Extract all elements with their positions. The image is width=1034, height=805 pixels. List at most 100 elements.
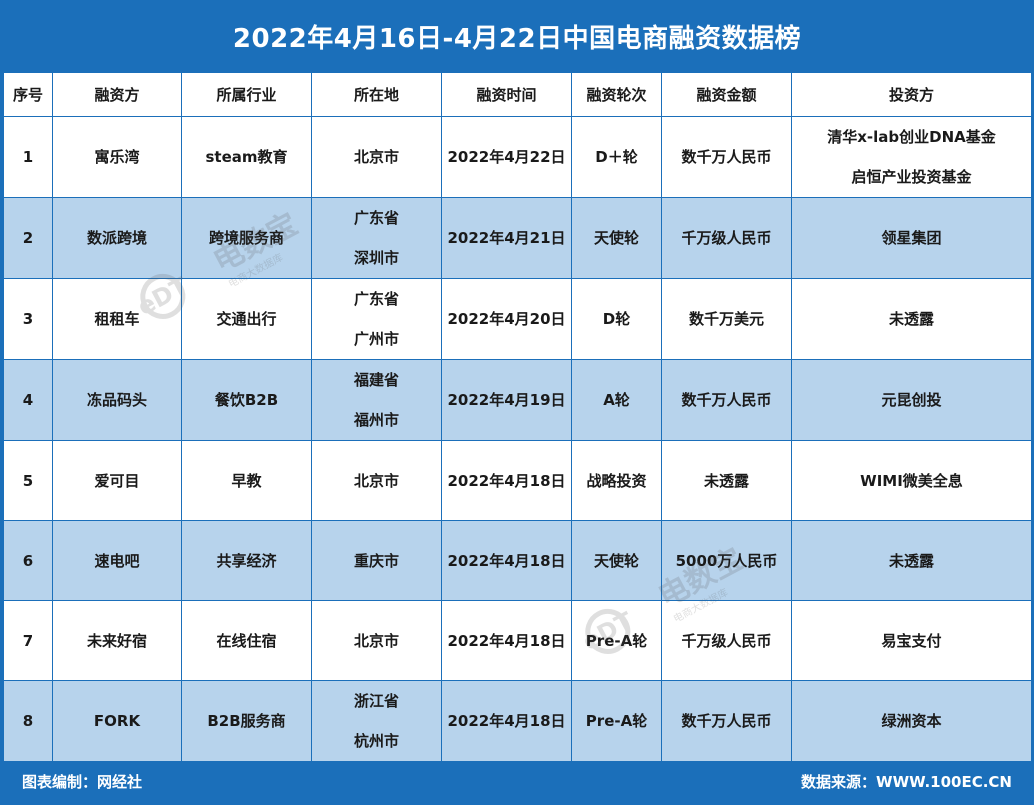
- location-line: 杭州市: [353, 732, 399, 750]
- footer-credit: 图表编制：网经社: [22, 773, 143, 791]
- amount-cell: 千万级人民币: [661, 600, 792, 681]
- row-number: 7: [3, 600, 53, 681]
- company-cell: 寓乐湾: [52, 116, 182, 198]
- round-cell: Pre-A轮: [571, 680, 662, 762]
- industry-cell: 共享经济: [181, 520, 312, 601]
- company-cell: 冻品码头: [52, 359, 182, 441]
- investors-cell: 元昆创投: [791, 359, 1032, 441]
- round-cell: D轮: [571, 278, 662, 360]
- header-cell: 融资金额: [661, 72, 792, 117]
- amount-cell: 数千万人民币: [661, 359, 792, 441]
- header-cell: 融资轮次: [571, 72, 662, 117]
- location-line: 广东省: [353, 290, 399, 308]
- location-line: 广东省: [353, 209, 399, 227]
- header-cell: 投资方: [791, 72, 1032, 117]
- location-cell: 浙江省 杭州市: [311, 680, 442, 762]
- row-number: 2: [3, 197, 53, 279]
- company-cell: 爱可目: [52, 440, 182, 521]
- amount-cell: 5000万人民币: [661, 520, 792, 601]
- table-row: 2 数派跨境 跨境服务商 广东省深圳市 2022年4月21日 天使轮 千万级人民…: [3, 197, 1032, 279]
- industry-cell: 早教: [181, 440, 312, 521]
- date-cell: 2022年4月22日: [441, 116, 572, 198]
- investors-cell: 易宝支付: [791, 600, 1032, 681]
- table-row: 5 爱可目 早教 北京市 2022年4月18日 战略投资 未透露 WIMI微美全…: [3, 440, 1032, 521]
- header-cell: 所属行业: [181, 72, 312, 117]
- amount-cell: 数千万美元: [661, 278, 792, 360]
- amount-cell: 数千万人民币: [661, 680, 792, 762]
- investor-line: 启恒产业投资基金: [851, 168, 972, 186]
- location-cell: 福建省 福州市: [311, 359, 442, 441]
- date-cell: 2022年4月20日: [441, 278, 572, 360]
- investors-cell: WIMI微美全息: [791, 440, 1032, 521]
- footer-source: 数据来源：WWW.100EC.CN: [801, 773, 1012, 791]
- header-cell: 融资时间: [441, 72, 572, 117]
- investors-cell: 清华x-lab创业DNA基金 启恒产业投资基金: [791, 116, 1032, 198]
- round-cell: D＋轮: [571, 116, 662, 198]
- location-line: 北京市: [353, 148, 399, 166]
- location-line: 福州市: [353, 411, 399, 429]
- location-cell: 广东省 深圳市: [311, 197, 442, 279]
- investors-cell: 领星集团: [791, 197, 1032, 279]
- location-cell: 北京市: [311, 116, 442, 198]
- date-cell: 2022年4月18日: [441, 440, 572, 521]
- table-row: 3 租租车 交通出行 广东省广州市 2022年4月20日 D轮 数千万美元 未透…: [3, 278, 1032, 360]
- company-cell: 速电吧: [52, 520, 182, 601]
- location-line: 福建省: [353, 371, 399, 389]
- row-number: 8: [3, 680, 53, 762]
- location-line: 北京市: [353, 631, 399, 650]
- row-number: 4: [3, 359, 53, 441]
- industry-cell: steam教育: [181, 116, 312, 198]
- financing-table: 序号 融资方 所属行业 所在地 融资时间 融资轮次 融资金额 投资方 1 寓乐湾…: [3, 72, 1032, 762]
- header-cell: 所在地: [311, 72, 442, 117]
- amount-cell: 未透露: [661, 440, 792, 521]
- table-row: 7 未来好宿 在线住宿 北京市 2022年4月18日 Pre-A轮 千万级人民币…: [3, 600, 1032, 681]
- round-cell: 天使轮: [571, 520, 662, 601]
- header-cell: 序号: [3, 72, 53, 117]
- company-cell: 数派跨境: [52, 197, 182, 279]
- round-cell: 战略投资: [571, 440, 662, 521]
- location-line: 广州市: [353, 330, 399, 348]
- header-row: 序号 融资方 所属行业 所在地 融资时间 融资轮次 融资金额 投资方: [3, 72, 1032, 117]
- location-line: 浙江省: [353, 692, 399, 710]
- location-cell: 北京市: [311, 600, 442, 681]
- table-row: 6 速电吧 共享经济 重庆市 2022年4月18日 天使轮 5000万人民币 未…: [3, 520, 1032, 601]
- date-cell: 2022年4月19日: [441, 359, 572, 441]
- location-cell: 广东省 广州市: [311, 278, 442, 360]
- location-cell: 北京市: [311, 440, 442, 521]
- row-number: 3: [3, 278, 53, 360]
- location-line: 北京市: [353, 471, 399, 490]
- company-cell: 租租车: [52, 278, 182, 360]
- page-title: 2022年4月16日-4月22日中国电商融资数据榜: [232, 23, 802, 54]
- header-cell: 融资方: [52, 72, 182, 117]
- row-number: 1: [3, 116, 53, 198]
- investors-cell: 未透露: [791, 520, 1032, 601]
- table-row: 1 寓乐湾 steam教育 北京市 2022年4月22日 D＋轮 数千万人民币 …: [3, 116, 1032, 198]
- investor-line: 清华x-lab创业DNA基金: [827, 128, 996, 146]
- date-cell: 2022年4月21日: [441, 197, 572, 279]
- row-number: 6: [3, 520, 53, 601]
- date-cell: 2022年4月18日: [441, 600, 572, 681]
- investors-cell: 绿洲资本: [791, 680, 1032, 762]
- date-cell: 2022年4月18日: [441, 680, 572, 762]
- footer: 图表编制：网经社 数据来源：WWW.100EC.CN: [0, 757, 1034, 805]
- round-cell: 天使轮: [571, 197, 662, 279]
- industry-cell: 餐饮B2B: [181, 359, 312, 441]
- company-cell: FORK: [52, 680, 182, 762]
- investors-cell: 未透露: [791, 278, 1032, 360]
- company-cell: 未来好宿: [52, 600, 182, 681]
- location-line: 重庆市: [353, 551, 399, 570]
- industry-cell: 交通出行: [181, 278, 312, 360]
- amount-cell: 数千万人民币: [661, 116, 792, 198]
- location-cell: 重庆市: [311, 520, 442, 601]
- row-number: 5: [3, 440, 53, 521]
- round-cell: A轮: [571, 359, 662, 441]
- date-cell: 2022年4月18日: [441, 520, 572, 601]
- industry-cell: 跨境服务商: [181, 197, 312, 279]
- location-line: 深圳市: [353, 249, 399, 267]
- table-row: 8 FORK B2B服务商 浙江省杭州市 2022年4月18日 Pre-A轮 数…: [3, 680, 1032, 762]
- industry-cell: B2B服务商: [181, 680, 312, 762]
- table-row: 4 冻品码头 餐饮B2B 福建省福州市 2022年4月19日 A轮 数千万人民币…: [3, 359, 1032, 441]
- amount-cell: 千万级人民币: [661, 197, 792, 279]
- round-cell: Pre-A轮: [571, 600, 662, 681]
- industry-cell: 在线住宿: [181, 600, 312, 681]
